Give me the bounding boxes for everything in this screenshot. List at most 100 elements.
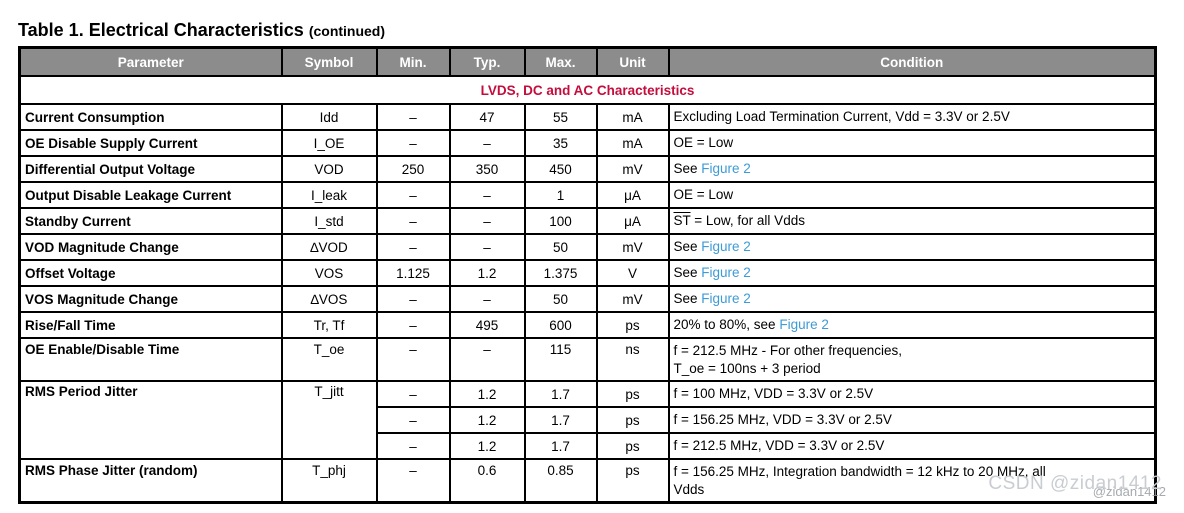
cell-unit: mV [595, 233, 670, 261]
table-row: OE Enable/Disable Time T_oe – –115 ns f = 212… [18, 337, 1157, 382]
cell-min: – [375, 337, 451, 382]
table-body: LVDS, DC and AC Characteristics Current … [18, 75, 1157, 504]
cell-max: 1.7 [523, 380, 598, 408]
table-row: Differential Output Voltage VOD 250 350 450 m… [18, 155, 1157, 183]
cell-min: – [375, 311, 451, 339]
table-title-suffix: (continued) [308, 23, 386, 40]
cell-typ: 1.2 [448, 259, 526, 287]
cell-symbol: VOD [280, 155, 378, 183]
cell-unit: μA [595, 181, 670, 209]
cell-unit: μA [595, 207, 670, 235]
cell-typ: 1.2 [448, 406, 526, 434]
condition-text: Excluding Load Termination Current, Vdd … [673, 109, 1010, 124]
cell-unit: mV [595, 155, 670, 183]
table-subrow: –1.2 1.7 ps f = 212.5 MHz, VDD = 3.3V or 2.… [20, 432, 1157, 460]
table-subrow: –1.2 1.7 ps f = 156.25 MHz, VDD = 3.3V or 2… [20, 406, 1157, 434]
cell-max: 1.375 [523, 259, 598, 287]
cell-min: – [375, 129, 451, 157]
table-title: Table 1. Electrical Characteristics (cont… [18, 20, 385, 41]
cell-condition: f = 156.25 MHz, VDD = 3.3V or 2.5V [667, 406, 1157, 434]
table-row: Standby Current I_std – –100 μA ST = Low, for… [18, 207, 1157, 235]
table-row: RMS Period Jitter T_jitt –1.2 1.7 ps f = 100 … [18, 380, 1157, 460]
cell-symbol: I_leak [280, 181, 378, 209]
figure-link[interactable]: Figure 2 [701, 265, 751, 280]
cell-max: 1.7 [523, 432, 598, 460]
cell-parameter: Standby Current [18, 207, 283, 235]
cell-parameter: RMS Period Jitter [18, 380, 283, 460]
condition-text: See [673, 239, 702, 254]
condition-text: 20% to 80%, see [673, 317, 780, 332]
condition-text: f = 156.25 MHz, Integration bandwidth = … [673, 464, 1046, 497]
cell-typ: 350 [448, 155, 526, 183]
figure-link[interactable]: Figure 2 [779, 317, 829, 332]
cell-max: 1 [523, 181, 598, 209]
cell-condition: See Figure 2 [667, 259, 1157, 287]
cell-min: – [375, 285, 451, 313]
watermark-secondary: @zidan1412 [1092, 484, 1166, 499]
cell-condition: See Figure 2 [667, 233, 1157, 261]
cell-unit: mA [595, 129, 670, 157]
cell-condition: OE = Low [667, 129, 1157, 157]
cell-condition: See Figure 2 [667, 285, 1157, 313]
cell-parameter: RMS Phase Jitter (random) [18, 458, 283, 504]
cell-max: 1.7 [523, 406, 598, 434]
cell-typ: 1.2 [448, 432, 526, 460]
condition-text: See [673, 291, 702, 306]
cell-condition: OE = Low [667, 181, 1157, 209]
cell-condition: ST = Low, for all Vdds [667, 207, 1157, 235]
section-row: LVDS, DC and AC Characteristics [18, 75, 1157, 105]
condition-text: f = 100 MHz, VDD = 3.3V or 2.5V [673, 386, 874, 401]
table-row: VOD Magnitude Change ∆VOD – –50 mV See Figure… [18, 233, 1157, 261]
col-header-min: Min. [375, 46, 451, 77]
cell-unit: ps [595, 406, 670, 434]
cell-condition: f = 100 MHz, VDD = 3.3V or 2.5V [667, 380, 1157, 408]
cell-parameter: Differential Output Voltage [18, 155, 283, 183]
cell-symbol: I_std [280, 207, 378, 235]
cell-unit: ns [595, 337, 670, 382]
condition-text: f = 212.5 MHz, VDD = 3.3V or 2.5V [673, 438, 885, 453]
cell-min: – [375, 380, 451, 408]
cell-symbol: T_jitt [280, 380, 378, 460]
condition-text-overline: ST [673, 213, 691, 228]
cell-symbol: Idd [280, 103, 378, 131]
cell-symbol: ∆VOS [280, 285, 378, 313]
section-title: LVDS, DC and AC Characteristics [18, 75, 1157, 105]
condition-text: = Low, for all Vdds [690, 213, 805, 228]
figure-link[interactable]: Figure 2 [701, 291, 751, 306]
condition-text: f = 156.25 MHz, VDD = 3.3V or 2.5V [673, 412, 892, 427]
table-row: Rise/Fall Time Tr, Tf –495 600 ps 20% to 80%,… [18, 311, 1157, 339]
cell-parameter: OE Disable Supply Current [18, 129, 283, 157]
cell-min: 1.125 [375, 259, 451, 287]
cell-unit: V [595, 259, 670, 287]
table-row: RMS Phase Jitter (random) T_phj –0.6 0.85 ps… [18, 458, 1157, 504]
col-header-unit: Unit [595, 46, 670, 77]
cell-unit: ps [595, 311, 670, 339]
cell-unit: ps [595, 380, 670, 408]
table-row: VOS Magnitude Change ∆VOS – –50 mV See Figure… [18, 285, 1157, 313]
cell-condition: f = 212.5 MHz, VDD = 3.3V or 2.5V [667, 432, 1157, 460]
cell-typ: 0.6 [448, 458, 526, 504]
cell-symbol: T_oe [280, 337, 378, 382]
cell-max: 450 [523, 155, 598, 183]
cell-typ: 495 [448, 311, 526, 339]
table-row: OE Disable Supply Current I_OE – –35 mA OE = … [18, 129, 1157, 157]
cell-typ: – [448, 337, 526, 382]
cell-parameter: OE Enable/Disable Time [18, 337, 283, 382]
cell-max: 50 [523, 285, 598, 313]
col-header-condition: Condition [667, 46, 1157, 77]
cell-typ: – [448, 233, 526, 261]
figure-link[interactable]: Figure 2 [701, 239, 751, 254]
condition-text: OE = Low [673, 135, 734, 150]
table-header: Parameter Symbol Min. Typ. Max. Unit Con… [18, 46, 1157, 77]
figure-link[interactable]: Figure 2 [701, 161, 751, 176]
cell-unit: mA [595, 103, 670, 131]
condition-text: See [673, 161, 702, 176]
cell-typ: – [448, 181, 526, 209]
cell-parameter: VOD Magnitude Change [18, 233, 283, 261]
table-row: Output Disable Leakage Current I_leak – –1 μ… [18, 181, 1157, 209]
table-row: Offset Voltage VOS 1.125 1.2 1.375 V See Figur… [18, 259, 1157, 287]
cell-symbol: T_phj [280, 458, 378, 504]
header-row: Parameter Symbol Min. Typ. Max. Unit Con… [18, 46, 1157, 77]
cell-condition: f = 212.5 MHz - For other frequencies, T… [667, 337, 1157, 382]
